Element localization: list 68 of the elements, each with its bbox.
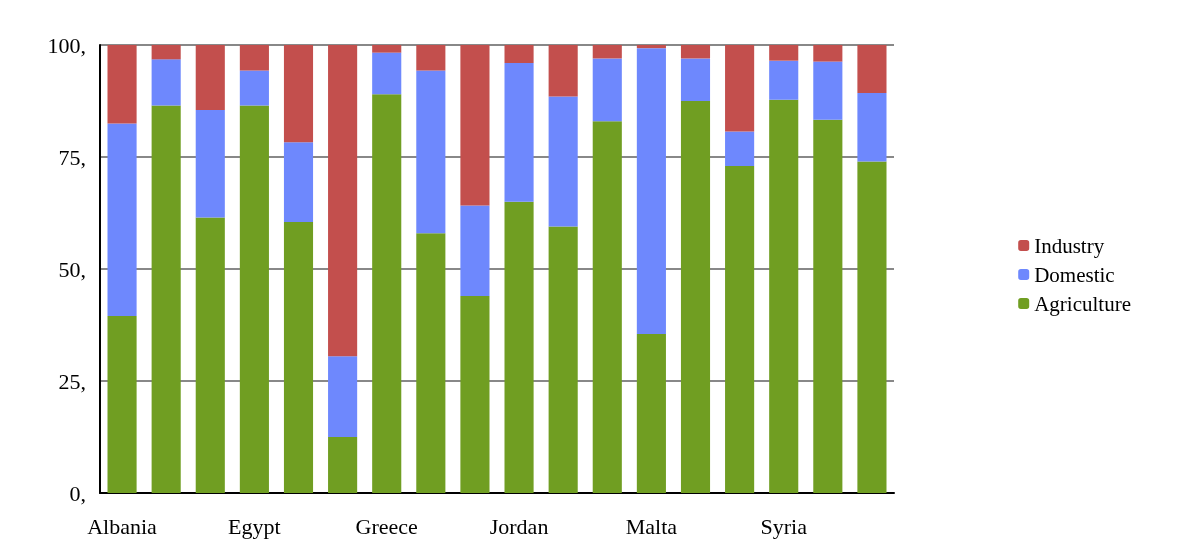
bar	[195, 217, 225, 493]
bar	[151, 59, 181, 106]
bar	[151, 105, 181, 493]
bar	[328, 45, 358, 357]
bar	[769, 45, 799, 61]
bar	[283, 142, 314, 222]
bar	[548, 226, 578, 493]
bar	[372, 52, 402, 95]
bar	[195, 45, 225, 110]
legend-label: Agriculture	[1034, 291, 1131, 316]
bar	[504, 62, 534, 202]
bar	[283, 221, 314, 493]
bar	[328, 356, 358, 437]
y-tick-label: 100,	[47, 32, 86, 58]
bar	[283, 45, 314, 143]
bar	[239, 70, 269, 106]
bar	[680, 45, 711, 59]
bar	[636, 333, 666, 493]
bar	[680, 58, 711, 101]
bar	[416, 70, 446, 234]
x-tick-label: Albania	[87, 513, 158, 539]
bar	[857, 92, 887, 162]
bar	[548, 96, 578, 227]
bar	[592, 45, 622, 59]
bar	[636, 45, 666, 49]
bar	[372, 94, 402, 493]
bar	[813, 45, 843, 62]
bar	[813, 119, 843, 493]
bar	[416, 233, 446, 493]
bar	[107, 123, 137, 317]
bar	[636, 48, 666, 334]
bar	[107, 316, 137, 493]
bar	[416, 45, 446, 71]
bar	[769, 60, 799, 100]
bar	[504, 45, 534, 63]
bar	[328, 437, 358, 493]
bar	[107, 45, 137, 124]
bar	[680, 101, 711, 493]
bar	[725, 165, 755, 493]
y-tick-label: 50,	[58, 256, 86, 282]
bar	[460, 205, 490, 296]
bar	[592, 121, 622, 493]
bar	[769, 99, 799, 493]
x-tick-label: Syria	[760, 513, 808, 539]
bar	[504, 201, 534, 493]
x-tick-label: Egypt	[228, 513, 281, 539]
bar	[239, 45, 269, 71]
legend-label: Industry	[1034, 233, 1105, 258]
bar	[813, 61, 843, 120]
bar	[725, 131, 755, 166]
bar	[239, 105, 269, 493]
bar	[460, 45, 490, 206]
bar	[151, 45, 181, 60]
y-tick-label: 25,	[58, 368, 86, 394]
bar	[592, 58, 622, 122]
bar	[460, 295, 490, 493]
legend-label: Domestic	[1034, 262, 1115, 287]
x-tick-label: Greece	[355, 513, 418, 539]
y-tick-label: 0,	[69, 480, 86, 506]
bar	[195, 109, 225, 218]
bar	[725, 45, 755, 132]
bar	[857, 45, 887, 93]
bar	[857, 161, 887, 493]
x-tick-label: Malta	[625, 513, 678, 539]
y-tick-label: 75,	[58, 144, 86, 170]
bar	[372, 45, 402, 53]
x-tick-label: Jordan	[489, 513, 549, 539]
bar	[548, 45, 578, 97]
